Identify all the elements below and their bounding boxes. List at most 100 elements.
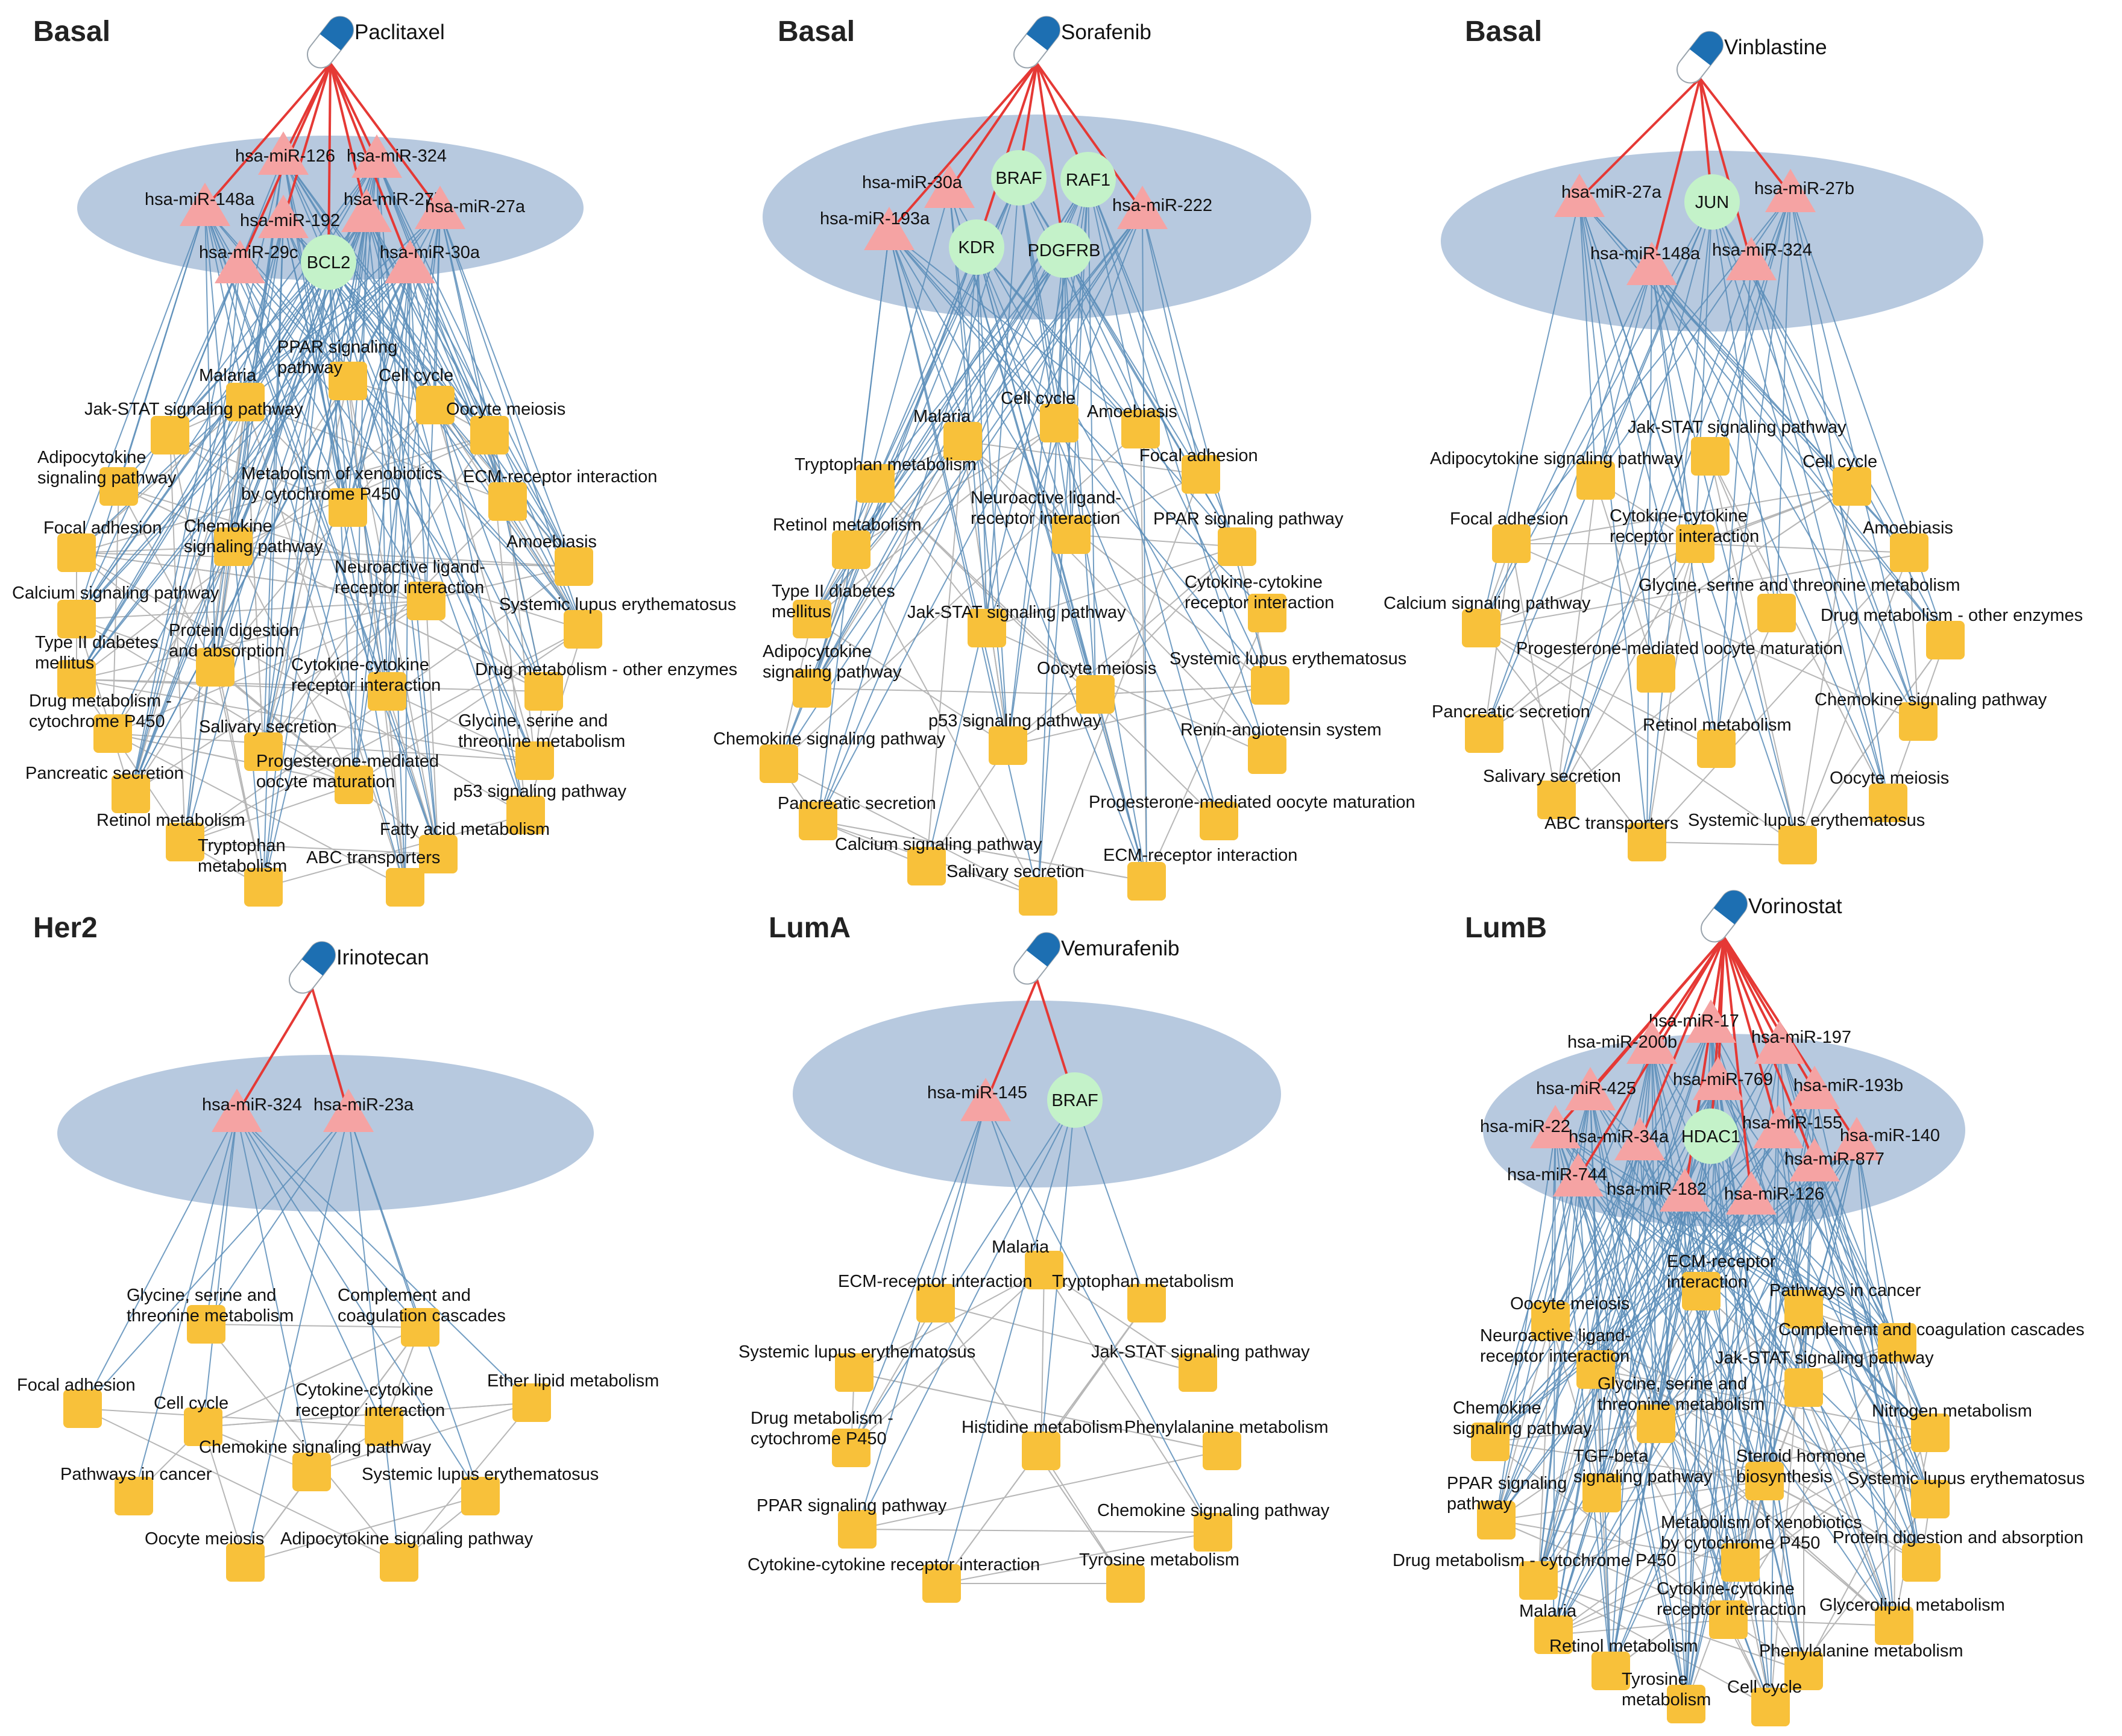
mirna-pathway-edge <box>976 247 1220 822</box>
mirna-pathway-edge <box>1711 201 1777 614</box>
pathway-node <box>916 1284 955 1322</box>
pathway-label: Chemokine signaling pathway <box>199 1438 432 1457</box>
pathway-label: Progesterone-mediated oocyte maturation <box>256 752 439 791</box>
pathway-edge <box>215 667 439 855</box>
drug-edge <box>1699 77 1792 195</box>
pathway-edge <box>245 401 264 752</box>
mirna-pathway-edge <box>875 247 977 484</box>
pathway-label: Focal adhesion <box>1139 446 1258 465</box>
mirna-pathway-edge <box>236 1113 421 1328</box>
pathway-node <box>1179 1353 1217 1392</box>
pathway-edge <box>1646 841 1798 846</box>
mirna-pathway-edge <box>1578 1178 1741 1563</box>
mirna-pathway-edge <box>1651 266 1717 749</box>
mirna-pathway-edge <box>1142 210 1201 475</box>
pathway-node <box>1582 1474 1621 1512</box>
mirna-pathway-edge <box>1538 1178 1579 1581</box>
pathway-edge <box>386 691 406 888</box>
pathway-edge <box>1646 552 1910 843</box>
mirna-node <box>1660 1168 1710 1212</box>
pathway-node <box>1667 1685 1705 1723</box>
pathway-label: Cell cycle <box>1001 389 1075 408</box>
pathway-label: Cytokine-cytokine receptor interaction <box>1657 1579 1806 1619</box>
pathway-edge <box>1803 1387 1895 1626</box>
mirna-pathway-edge <box>1074 1099 1147 1304</box>
mirna-label: hsa-miR-27b <box>344 190 444 209</box>
drug-edge <box>204 62 332 209</box>
pathway-label: p53 signaling pathway <box>928 711 1101 731</box>
pathway-node <box>151 416 189 454</box>
pathway-node <box>835 1353 874 1392</box>
pathway-node <box>922 1564 961 1603</box>
mirna-pathway-edge <box>328 262 490 436</box>
pathway-edge <box>1556 612 1777 800</box>
drug-name: Paclitaxel <box>354 20 445 44</box>
mirna-pathway-edge <box>239 265 439 855</box>
mirna-node <box>1753 1105 1804 1148</box>
pathway-edge <box>1041 1303 1147 1451</box>
drug-edge <box>984 979 1038 1104</box>
target-node <box>1060 152 1116 207</box>
pathway-label: Progesterone-mediated oocyte maturation <box>1089 793 1415 812</box>
pathway-edge <box>233 546 354 785</box>
mirna-pathway-edge <box>1496 1081 1719 1521</box>
mirna-pathway-edge <box>215 213 367 668</box>
pathway-node <box>1869 784 1907 822</box>
pathway-node <box>1784 1290 1823 1329</box>
mirna-node <box>212 1089 262 1132</box>
mirna-pathway-edge <box>76 265 411 620</box>
mirna-node <box>341 189 392 232</box>
pathway-label: ECM-receptor interaction <box>1667 1252 1776 1292</box>
pathway-node <box>793 669 831 708</box>
mirna-node <box>1530 1105 1581 1148</box>
mirna-node <box>1726 1171 1777 1215</box>
mirna-pathway-edge <box>409 265 508 502</box>
mirna-label: hsa-miR-155 <box>1742 1113 1842 1133</box>
pathway-node <box>244 732 283 771</box>
pathway-node <box>1534 1615 1573 1654</box>
pathway-edge <box>245 1495 481 1563</box>
mirna-pathway-edge <box>376 159 490 436</box>
drug-edge <box>329 63 368 215</box>
mirna-pathway-edge <box>1856 1142 1898 1343</box>
pathway-node <box>1899 702 1938 741</box>
pathway-edge <box>215 667 264 888</box>
pathway-node <box>1576 1350 1615 1389</box>
mirna-pathway-edge <box>82 1113 238 1409</box>
mirna-pathway-edge <box>1553 1136 1711 1635</box>
pathway-label: Cytokine-cytokine receptor interaction <box>295 1380 445 1420</box>
mirna-pathway-edge <box>1814 1163 1931 1433</box>
mirna-node <box>385 240 435 283</box>
pathway-edge <box>130 667 216 794</box>
subtype-title: Basal <box>33 16 110 48</box>
mirna-pathway-edge <box>985 1102 1214 1533</box>
pathway-node <box>63 1389 102 1428</box>
mirna-label: hsa-miR-193a <box>820 209 930 228</box>
pathway-node <box>99 467 138 506</box>
mirna-label: hsa-miR-324 <box>1712 241 1812 260</box>
mirna-pathway-edge <box>1538 1196 1752 1581</box>
mirna-pathway-edge <box>1063 250 1072 535</box>
pathway-node <box>407 582 445 620</box>
mirna-pathway-edge <box>283 219 388 692</box>
pathway-label: p53 signaling pathway <box>453 782 626 801</box>
mirna-pathway-edge <box>1550 1130 1556 1322</box>
mirna-label: hsa-miR-126 <box>1724 1184 1824 1204</box>
drug-name: Vemurafenib <box>1061 937 1180 960</box>
pathway-edge <box>112 733 535 761</box>
pathway-label: Systemic lupus erythematosus <box>1170 649 1406 668</box>
pathway-node <box>115 1477 153 1515</box>
mirna-node <box>1553 1153 1604 1197</box>
mirna-pathway-edge <box>1555 1130 1895 1626</box>
mirna-pathway-edge <box>1063 250 1220 822</box>
pathway-node <box>1757 594 1796 632</box>
mirna-pathway-edge <box>1790 193 1919 722</box>
drug-capsule-icon <box>1676 31 1724 84</box>
mirna-pathway-edge <box>1490 1045 1652 1442</box>
pathway-label: Drug metabolism -cytochrome P450 <box>751 1409 893 1448</box>
pathway-label: Amoebiasis <box>506 532 597 552</box>
pathway-edge <box>1550 1321 1602 1494</box>
mirna-pathway-edge <box>245 265 411 403</box>
pathway-node <box>1902 1543 1941 1582</box>
mirna-node <box>415 186 465 229</box>
